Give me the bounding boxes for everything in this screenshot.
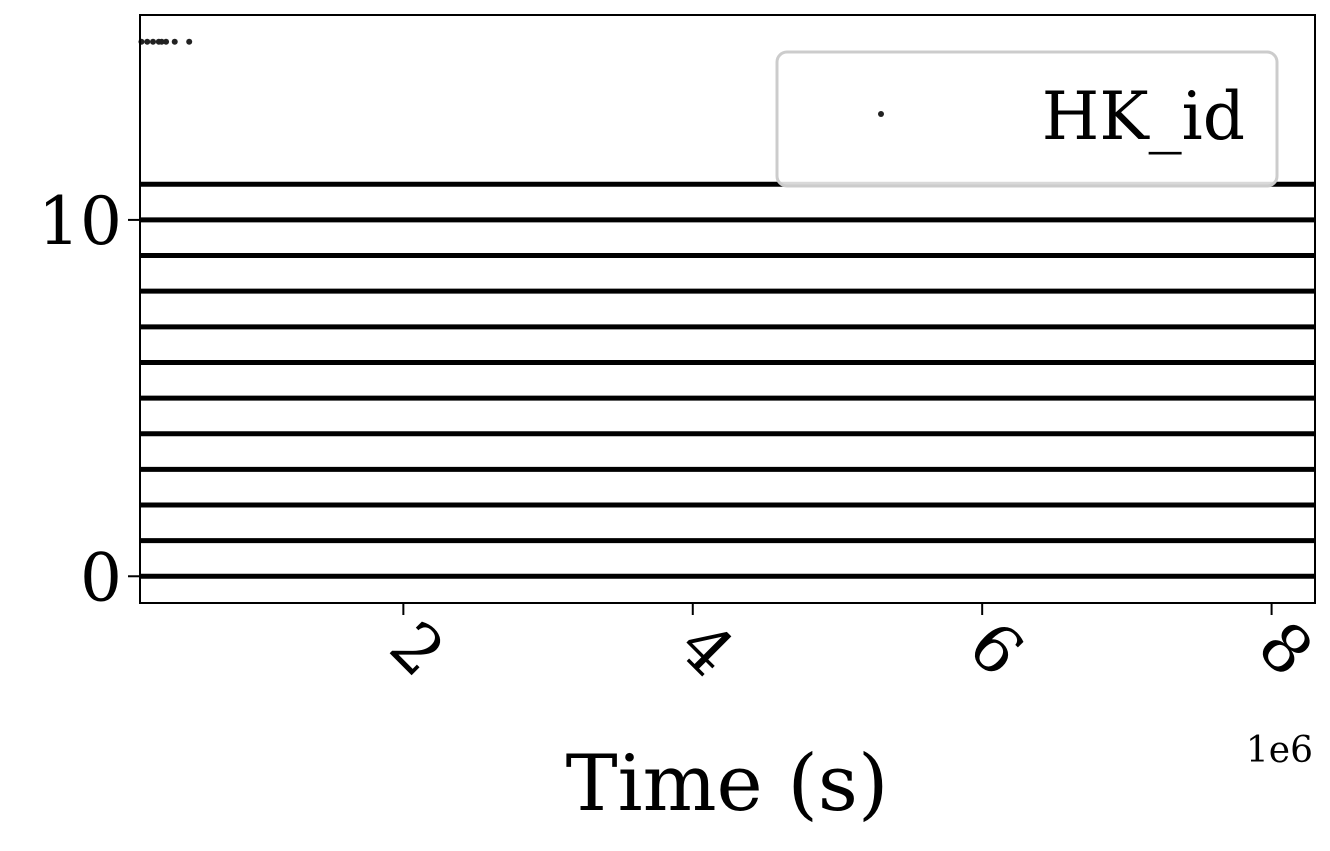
data-point (158, 38, 165, 45)
data-point (186, 38, 193, 45)
data-point (163, 38, 170, 45)
legend: HK_id (775, 50, 1279, 188)
data-point (144, 38, 151, 45)
legend-box (775, 50, 1279, 188)
y-tick-label: 0 (80, 539, 122, 616)
plot-area (138, 38, 1315, 579)
y-axis: 0 10 (38, 183, 140, 616)
x-axis-offset-label: 1e6 (1246, 730, 1313, 771)
legend-marker (878, 111, 884, 117)
x-axis-label: Time (s) (566, 739, 889, 829)
data-point (171, 38, 178, 45)
legend-entry-label: HK_id (1042, 78, 1245, 155)
axes-frame (139, 14, 1316, 604)
data-point (150, 38, 157, 45)
y-tick-label: 10 (38, 183, 122, 260)
